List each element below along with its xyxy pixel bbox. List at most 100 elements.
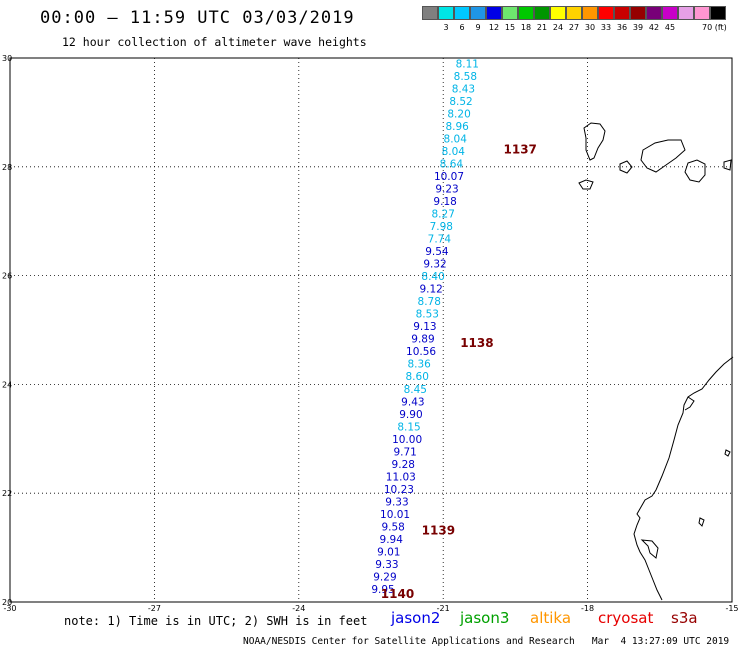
- color-swatch-label: 36: [616, 23, 628, 32]
- color-swatch: [518, 6, 534, 20]
- color-swatch: [598, 6, 614, 20]
- cycle-labels: 1137 1138 1139 1140: [381, 142, 537, 600]
- peninsula: [640, 539, 659, 559]
- wave-height-value: 8.40: [421, 271, 444, 283]
- satellite-name: cryosat: [598, 609, 654, 627]
- color-swatch-label: 18: [520, 23, 532, 32]
- wave-height-value: 8.20: [447, 108, 470, 120]
- satellite-name: jason2: [391, 609, 441, 627]
- color-swatch: [422, 6, 438, 20]
- wave-height-value: 10.07: [434, 171, 464, 183]
- wave-height-value: 8.11: [456, 58, 479, 70]
- color-swatch-label: 39: [632, 23, 644, 32]
- color-swatch: [614, 6, 630, 20]
- wave-height-value: 9.43: [401, 396, 424, 408]
- x-tick-label: -30: [3, 604, 16, 613]
- wave-height-value: 9.33: [375, 559, 398, 571]
- color-swatch-label: 24: [552, 23, 564, 32]
- map-frame: [9, 57, 733, 603]
- wave-height-value: 8.43: [452, 83, 475, 95]
- color-swatch: [710, 6, 726, 20]
- y-tick-label: 24: [2, 380, 12, 389]
- wave-height-value: 9.54: [425, 246, 449, 258]
- y-tick-label: 26: [2, 272, 12, 281]
- y-tick-label: 28: [2, 163, 12, 172]
- color-swatch: [486, 6, 502, 20]
- wave-height-value: 9.23: [435, 184, 458, 196]
- wave-height-value: 9.33: [385, 496, 408, 508]
- cycle-number: 1140: [381, 587, 414, 601]
- wave-height-value: 8.15: [397, 421, 420, 433]
- wave-height-labels: 8.118.588.438.528.208.968.048.048.6410.0…: [371, 58, 479, 596]
- wave-height-value: 9.32: [423, 259, 446, 271]
- cycle-number: 1138: [460, 336, 493, 350]
- x-tick-label: -21: [437, 604, 450, 613]
- color-swatch: [694, 6, 710, 20]
- wave-height-value: 9.94: [380, 534, 404, 546]
- wave-height-value: 8.45: [404, 384, 427, 396]
- wave-height-value: 10.01: [380, 509, 410, 521]
- color-swatch: [550, 6, 566, 20]
- bay-inlet: [684, 396, 695, 411]
- cycle-number: 1139: [422, 524, 455, 538]
- islet-1: [724, 449, 731, 457]
- color-swatch: [454, 6, 470, 20]
- wave-height-value: 9.58: [381, 521, 404, 533]
- wave-height-value: 11.03: [386, 471, 416, 483]
- color-swatch-label: 6: [459, 23, 465, 32]
- color-swatch: [646, 6, 662, 20]
- color-swatch-label: 33: [600, 23, 612, 32]
- satellite-name: altika: [530, 609, 572, 627]
- african-coast: [633, 356, 734, 601]
- color-swatch: [470, 6, 486, 20]
- wave-height-value: 9.90: [399, 409, 422, 421]
- wave-height-value: 9.01: [377, 546, 400, 558]
- wave-height-value: 8.78: [418, 296, 441, 308]
- color-swatch-label: 3: [443, 23, 449, 32]
- island-lanzarote: [583, 122, 606, 161]
- island-fuerteventura: [640, 139, 686, 173]
- wave-height-value: 7.74: [428, 234, 452, 246]
- color-swatch-label: 30: [584, 23, 596, 32]
- color-swatch-label: 21: [536, 23, 548, 32]
- wave-height-value: 9.71: [393, 446, 416, 458]
- wave-height-value: 8.36: [407, 359, 431, 371]
- color-swatch-label: 42: [648, 23, 660, 32]
- wave-height-value: 8.60: [406, 371, 429, 383]
- color-swatch: [534, 6, 550, 20]
- wave-height-value: 8.52: [449, 96, 472, 108]
- wave-height-value: 10.56: [406, 346, 436, 358]
- island-la-gomera: [578, 179, 594, 190]
- color-swatch: [582, 6, 598, 20]
- wave-height-value: 9.28: [392, 459, 415, 471]
- wave-height-value: 8.04: [442, 146, 466, 158]
- wave-height-value: 9.12: [419, 284, 442, 296]
- color-swatch: [630, 6, 646, 20]
- credit-line: NOAA/NESDIS Center for Satellite Applica…: [243, 636, 730, 647]
- wave-height-value: 8.58: [454, 71, 477, 83]
- color-swatch: [502, 6, 518, 20]
- wave-height-value: 8.96: [445, 121, 469, 133]
- x-tick-label: -15: [725, 604, 738, 613]
- island-gran-canaria: [684, 159, 706, 183]
- color-swatch: [438, 6, 454, 20]
- wave-height-value: 8.27: [432, 209, 455, 221]
- wave-height-value: 9.13: [413, 321, 436, 333]
- footer-note: note: 1) Time is in UTC; 2) SWH is in fe…: [64, 614, 368, 628]
- y-tick-label: 30: [2, 54, 12, 63]
- map-grid: [10, 58, 732, 602]
- wave-height-value: 10.00: [392, 434, 422, 446]
- wave-height-value: 9.89: [411, 334, 434, 346]
- y-tick-label: 22: [2, 489, 12, 498]
- wave-height-value: 9.29: [373, 571, 396, 583]
- color-swatch-label: 45: [664, 23, 676, 32]
- islet-2: [698, 517, 705, 527]
- wave-height-value: 9.95: [371, 584, 394, 596]
- island-el-hierro: [723, 159, 732, 171]
- color-swatch: [566, 6, 582, 20]
- color-swatch-label: 27: [568, 23, 580, 32]
- color-swatch-label: 15: [504, 23, 516, 32]
- wave-height-value: 8.53: [416, 309, 439, 321]
- y-tick-label: 20: [2, 598, 12, 607]
